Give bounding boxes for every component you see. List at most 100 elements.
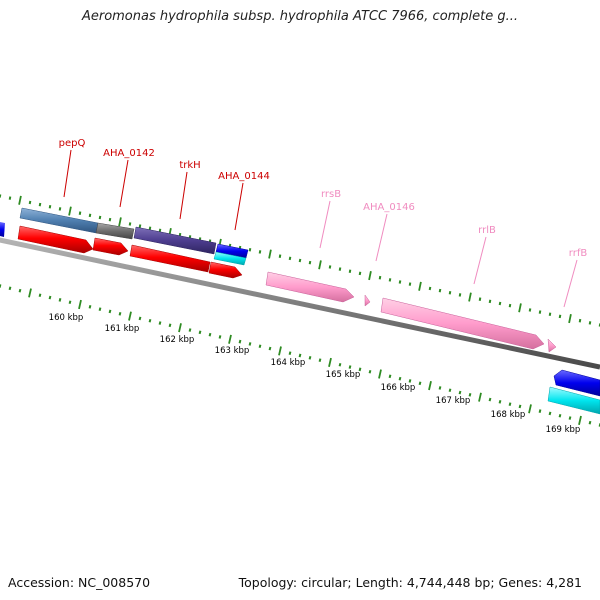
- gene-arrow-blue-right[interactable]: [553, 369, 600, 397]
- major-tick: [328, 357, 332, 368]
- minor-tick: [338, 362, 342, 367]
- scale-label: 164 kbp: [271, 358, 306, 368]
- major-tick: [278, 346, 282, 356]
- minor-tick: [218, 335, 222, 339]
- minor-tick: [258, 344, 262, 349]
- minor-tick: [438, 386, 442, 390]
- minor-tick: [48, 295, 52, 300]
- gene-bar-edge-blue[interactable]: [0, 222, 5, 237]
- minor-tick: [318, 358, 322, 362]
- minor-tick: [138, 224, 142, 228]
- minor-tick: [38, 202, 42, 207]
- feature-label-pepq[interactable]: pepQ: [59, 138, 86, 149]
- minor-tick: [28, 200, 32, 205]
- major-tick: [28, 288, 32, 298]
- major-tick: [518, 303, 522, 313]
- minor-tick: [368, 369, 372, 374]
- minor-tick: [418, 381, 422, 386]
- minor-tick: [508, 402, 512, 406]
- cds-arrow-trkh[interactable]: [129, 244, 211, 273]
- minor-tick: [8, 286, 12, 291]
- scale-label: 161 kbp: [105, 324, 140, 334]
- cds-arrow-pepq[interactable]: [17, 225, 94, 254]
- major-tick: [78, 299, 82, 310]
- major-tick: [418, 281, 422, 291]
- topology-summary: Topology: circular; Length: 4,744,448 bp…: [238, 575, 582, 590]
- minor-tick: [328, 265, 332, 269]
- scale-label: 160 kbp: [49, 313, 84, 323]
- minor-tick: [518, 404, 522, 409]
- minor-tick: [308, 356, 312, 360]
- minor-tick: [278, 254, 282, 258]
- minor-tick: [448, 291, 452, 295]
- minor-tick: [588, 420, 592, 425]
- feature-label-rrlb[interactable]: rrlB: [478, 225, 496, 236]
- major-tick: [128, 311, 132, 321]
- minor-tick: [158, 228, 162, 233]
- minor-tick: [248, 342, 252, 346]
- minor-tick: [78, 211, 82, 215]
- major-tick: [528, 404, 532, 414]
- minor-tick: [308, 260, 312, 265]
- gene-bar-aha-0142[interactable]: [95, 222, 135, 240]
- minor-tick: [248, 248, 252, 252]
- rrna-arrow-rrfb[interactable]: [547, 338, 557, 353]
- feature-label-rrfb[interactable]: rrfB: [569, 248, 588, 259]
- minor-tick: [148, 226, 152, 230]
- minor-tick: [428, 286, 432, 291]
- minor-tick: [298, 258, 302, 263]
- major-tick: [478, 392, 482, 402]
- gene-bar-aha-0144-cyan[interactable]: [213, 251, 247, 266]
- minor-tick: [68, 300, 72, 305]
- minor-tick: [138, 316, 142, 321]
- major-tick: [118, 217, 122, 227]
- major-tick: [18, 195, 22, 205]
- minor-tick: [48, 205, 52, 209]
- minor-tick: [88, 213, 92, 218]
- inner-tick-ring: [0, 284, 600, 427]
- major-tick: [468, 292, 472, 302]
- minor-tick: [288, 256, 292, 261]
- minor-tick: [458, 390, 462, 395]
- feature-label-aha-0142[interactable]: AHA_0142: [103, 148, 155, 159]
- minor-tick: [258, 250, 262, 254]
- minor-tick: [58, 207, 62, 211]
- minor-tick: [538, 409, 542, 413]
- feature-label-trkh[interactable]: trkH: [179, 160, 200, 171]
- minor-tick: [498, 301, 502, 306]
- cds-arrow-aha-0144[interactable]: [208, 261, 243, 279]
- minor-tick: [348, 365, 352, 369]
- minor-tick: [158, 321, 162, 325]
- feature-label-aha-0146[interactable]: AHA_0146: [363, 202, 415, 213]
- minor-tick: [288, 351, 292, 355]
- minor-tick: [128, 222, 132, 226]
- minor-tick: [88, 305, 92, 309]
- minor-tick: [468, 393, 472, 397]
- major-tick: [178, 323, 182, 333]
- minor-tick: [578, 318, 582, 323]
- feature-label-rrsb[interactable]: rrsB: [321, 189, 341, 200]
- gene-arrow-cyan-right[interactable]: [547, 386, 600, 415]
- minor-tick: [268, 346, 272, 351]
- minor-tick: [238, 339, 242, 344]
- minor-tick: [108, 217, 112, 222]
- gene-bar-trkh[interactable]: [133, 226, 217, 255]
- minor-tick: [478, 297, 482, 301]
- minor-tick: [398, 376, 402, 381]
- rrna-arrow-rrsb[interactable]: [265, 271, 355, 303]
- minor-tick: [568, 416, 572, 420]
- label-leaders: [63, 149, 578, 308]
- cds-arrow-aha-0142[interactable]: [92, 237, 129, 256]
- rrna-arrow-aha-0146[interactable]: [364, 294, 371, 307]
- minor-tick: [558, 413, 562, 418]
- scale-label: 168 kbp: [491, 410, 526, 420]
- minor-tick: [18, 288, 22, 293]
- rrna-arrow-rrlb[interactable]: [380, 297, 545, 350]
- minor-tick: [168, 323, 172, 328]
- feature-label-aha-0144[interactable]: AHA_0144: [218, 171, 270, 182]
- minor-tick: [388, 278, 392, 282]
- major-tick: [428, 381, 432, 391]
- minor-tick: [558, 314, 562, 319]
- scale-label: 169 kbp: [546, 425, 581, 435]
